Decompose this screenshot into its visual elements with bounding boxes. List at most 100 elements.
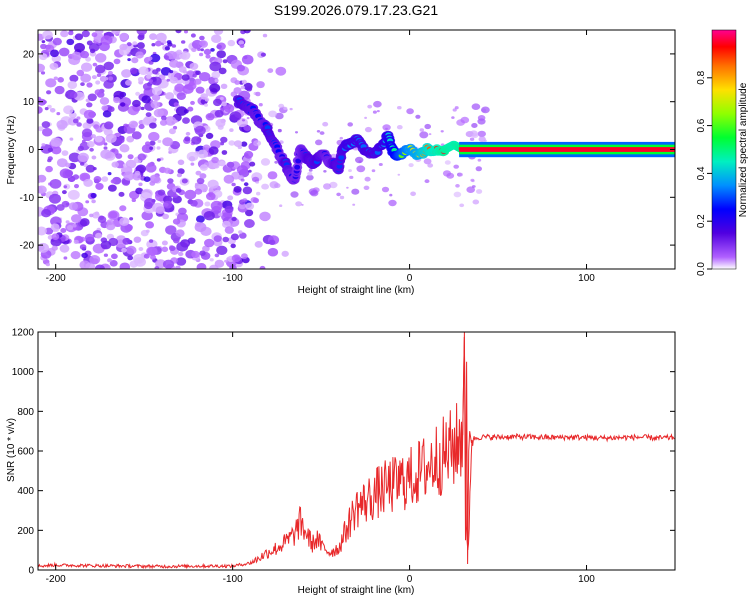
noise-blob [199,35,205,41]
noise-blob [86,102,93,108]
noise-blob [42,30,53,40]
noise-blob [66,38,75,46]
noise-blob [104,77,109,81]
noise-blob [213,98,222,107]
noise-blob [169,70,174,74]
noise-blob [38,242,49,253]
noise-blob [89,255,101,265]
noise-blob [50,223,60,231]
noise-blob [224,205,234,213]
noise-blob [136,42,145,49]
noise-blob [196,263,207,269]
noise-blob [57,77,64,83]
noise-blob [91,134,96,139]
noise-blob [85,164,96,173]
noise-blob [193,78,202,85]
noise-blob [122,237,131,245]
noise-blob [466,186,476,193]
noise-blob [229,111,242,122]
noise-blob [96,73,102,77]
noise-blob [267,171,278,180]
noise-blob [95,80,101,85]
noise-blob [205,54,211,59]
noise-blob [228,140,236,146]
noise-blob [455,184,460,188]
noise-blob [459,203,465,208]
noise-blob [260,158,271,166]
noise-blob [93,176,102,183]
noise-blob [148,60,154,65]
noise-blob [85,56,91,62]
noise-blob [108,211,118,219]
noise-blob [119,217,130,226]
noise-blob [182,84,194,94]
noise-blob [423,158,432,165]
noise-blob [149,79,154,83]
noise-blob [210,200,223,211]
noise-blob [94,135,103,143]
noise-blob [135,91,141,96]
noise-blob [94,264,105,269]
noise-blob [274,183,281,189]
noise-blob [241,253,248,259]
noise-blob [230,233,239,241]
noise-blob [38,179,41,184]
noise-blob [155,259,167,269]
noise-blob [191,47,197,53]
noise-blob [74,33,84,41]
noise-blob [69,91,78,99]
noise-blob [91,32,98,38]
noise-blob [171,44,177,48]
noise-blob [69,137,74,141]
x-tick-label: -200 [46,574,66,585]
noise-blob [169,245,176,251]
noise-blob [470,178,475,182]
noise-blob [61,200,70,208]
snr-marks [38,332,675,570]
x-tick-label: -100 [223,273,243,284]
noise-blob [209,61,222,72]
ridge-core [264,125,271,131]
noise-blob [178,66,187,73]
noise-blob [136,30,148,36]
noise-blob [190,100,195,105]
noise-blob [146,246,158,256]
noise-blob [123,171,135,181]
noise-blob [367,104,373,109]
noise-blob [63,185,68,189]
x-tick-label: -100 [223,574,243,585]
noise-blob [348,169,352,173]
snr-line [38,336,675,570]
noise-blob [214,259,225,268]
noise-blob [238,40,245,46]
noise-blob [176,49,182,55]
noise-blob [138,66,149,75]
y-tick-label: -20 [20,241,35,252]
noise-blob [102,110,112,118]
noise-blob [146,239,158,249]
noise-blob [176,241,189,252]
noise-blob [81,62,93,72]
noise-blob [76,116,81,120]
noise-blob [83,163,88,168]
noise-blob [202,144,211,152]
noise-blob [220,136,228,143]
noise-blob [67,81,78,89]
noise-blob [164,46,170,51]
noise-blob [483,139,487,142]
noise-blob [115,153,123,159]
noise-blob [47,147,54,153]
noise-blob [239,44,245,48]
noise-blob [233,87,242,94]
noise-blob [246,117,250,120]
noise-blob [185,131,191,136]
noise-blob [397,106,402,110]
y-tick-label: 1200 [12,328,35,339]
noise-blob [73,239,79,244]
noise-blob [358,160,362,163]
noise-blob [149,239,154,243]
noise-blob [129,67,138,75]
noise-blob [475,166,482,172]
noise-blob [157,189,166,196]
